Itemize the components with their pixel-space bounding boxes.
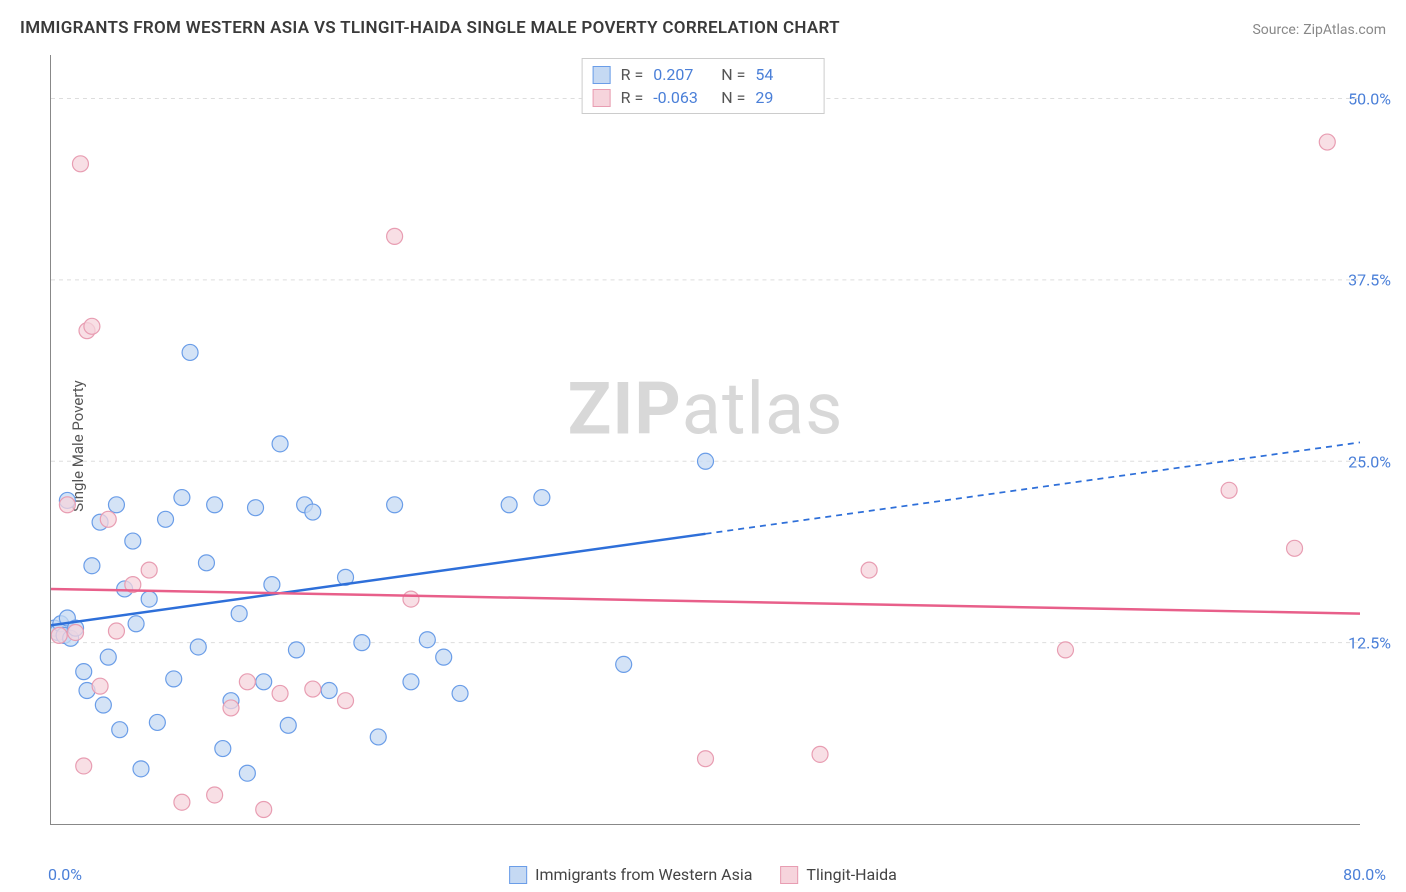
source-prefix: Source: xyxy=(1252,22,1299,38)
n-label: N = xyxy=(721,88,745,107)
chart-svg xyxy=(51,55,1360,824)
r-value-b: -0.063 xyxy=(653,88,711,107)
legend-row-series-b: R = -0.063 N = 29 xyxy=(593,86,814,109)
legend-item-series-a: Immigrants from Western Asia xyxy=(509,865,752,884)
x-tick-max: 80.0% xyxy=(1343,865,1386,884)
swatch-series-b xyxy=(593,89,611,107)
r-label: R = xyxy=(621,88,644,107)
swatch-series-a xyxy=(593,66,611,84)
n-value-a: 54 xyxy=(755,65,813,84)
legend-item-series-b: Tlingit-Haida xyxy=(780,865,896,884)
series-a-name: Immigrants from Western Asia xyxy=(535,865,752,884)
n-label: N = xyxy=(721,65,745,84)
series-b-name: Tlingit-Haida xyxy=(806,865,896,884)
x-tick-min: 0.0% xyxy=(48,865,82,884)
r-value-a: 0.207 xyxy=(653,65,711,84)
legend-row-series-a: R = 0.207 N = 54 xyxy=(593,63,814,86)
swatch-series-a xyxy=(509,866,527,884)
series-legend: Immigrants from Western Asia Tlingit-Hai… xyxy=(509,865,897,884)
swatch-series-b xyxy=(780,866,798,884)
chart-title: IMMIGRANTS FROM WESTERN ASIA VS TLINGIT-… xyxy=(20,18,840,38)
source-name: ZipAtlas.com xyxy=(1303,22,1386,38)
chart-plot-area: ZIPatlas xyxy=(50,55,1360,825)
correlation-legend: R = 0.207 N = 54 R = -0.063 N = 29 xyxy=(582,58,825,114)
source-attribution: Source: ZipAtlas.com xyxy=(1252,19,1386,38)
r-label: R = xyxy=(621,65,644,84)
n-value-b: 29 xyxy=(755,88,813,107)
